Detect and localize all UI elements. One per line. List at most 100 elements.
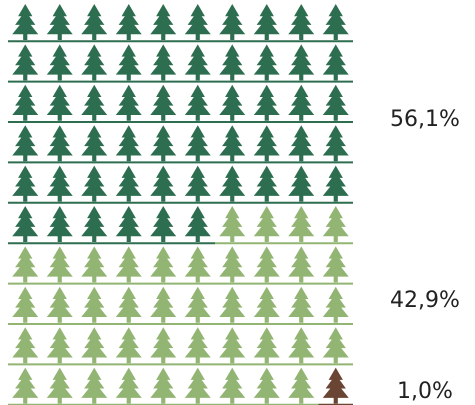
tree-icon <box>219 4 245 40</box>
tree-icon <box>47 287 73 323</box>
tree-icon <box>150 166 176 202</box>
tree-icon <box>323 287 349 323</box>
tree-icon <box>12 368 38 404</box>
tree-icon <box>323 206 349 242</box>
tree-icon <box>219 327 245 363</box>
tree-icon <box>116 125 142 161</box>
tree-icon <box>323 125 349 161</box>
tree-icon <box>150 44 176 80</box>
tree-icon <box>219 206 245 242</box>
tree-icon <box>81 125 107 161</box>
tree-icon <box>12 246 38 282</box>
tree-icon <box>323 166 349 202</box>
tree-icon <box>185 246 211 282</box>
tree-icon <box>288 125 314 161</box>
tree-icon <box>81 4 107 40</box>
tree-icon <box>185 44 211 80</box>
tree-icon <box>254 287 280 323</box>
tree-icon <box>185 368 211 404</box>
tree-icon <box>47 44 73 80</box>
tree-icon <box>47 327 73 363</box>
tree-icon <box>323 327 349 363</box>
tree-icon <box>47 125 73 161</box>
tree-icon <box>150 287 176 323</box>
tree-icon <box>219 368 245 404</box>
tree-icon <box>254 327 280 363</box>
tree-icon <box>12 327 38 363</box>
tree-icon <box>116 327 142 363</box>
tree-icon <box>254 368 280 404</box>
tree-icon <box>323 44 349 80</box>
tree-icon <box>288 44 314 80</box>
tree-icon <box>219 246 245 282</box>
tree-icon <box>81 85 107 121</box>
tree-icon <box>150 125 176 161</box>
tree-icon <box>116 85 142 121</box>
tree-icon <box>185 125 211 161</box>
tree-icon <box>288 246 314 282</box>
tree-icon <box>219 166 245 202</box>
tree-icon <box>323 246 349 282</box>
tree-icon <box>288 287 314 323</box>
tree-icon <box>116 166 142 202</box>
tree-icon <box>254 206 280 242</box>
tree-icon <box>47 4 73 40</box>
tree-icon <box>219 287 245 323</box>
tree-icon <box>12 125 38 161</box>
tree-icon <box>185 206 211 242</box>
tree-icon <box>116 287 142 323</box>
tree-icon <box>254 246 280 282</box>
tree-icon <box>150 206 176 242</box>
tree-icon <box>288 368 314 404</box>
tree-icon <box>219 85 245 121</box>
tree-icon <box>288 206 314 242</box>
tree-icon <box>12 287 38 323</box>
tree-icon <box>185 85 211 121</box>
tree-icon <box>185 287 211 323</box>
tree-icon <box>12 206 38 242</box>
tree-icon <box>47 206 73 242</box>
tree-icon <box>47 166 73 202</box>
tree-icon <box>81 166 107 202</box>
tree-icon <box>219 125 245 161</box>
tree-icon <box>81 206 107 242</box>
label-dark-green: 56,1% <box>390 107 460 132</box>
percentage-labels: 56,1% 42,9% 1,0% <box>390 107 460 404</box>
tree-icon <box>185 327 211 363</box>
tree-icon <box>219 44 245 80</box>
tree-icon <box>81 368 107 404</box>
label-brown: 1,0% <box>397 379 453 404</box>
tree-icon <box>185 4 211 40</box>
tree-icon <box>323 85 349 121</box>
tree-icon <box>150 85 176 121</box>
tree-icon <box>150 368 176 404</box>
tree-icon <box>254 85 280 121</box>
tree-icon <box>116 4 142 40</box>
tree-icon <box>47 85 73 121</box>
tree-icon <box>12 166 38 202</box>
label-light-green: 42,9% <box>390 288 460 313</box>
tree-icon <box>254 166 280 202</box>
tree-icon <box>116 368 142 404</box>
tree-icon <box>150 327 176 363</box>
tree-icon <box>254 4 280 40</box>
tree-icon <box>185 166 211 202</box>
tree-icon <box>81 287 107 323</box>
tree-icon <box>116 44 142 80</box>
tree-icon <box>81 327 107 363</box>
tree-icon <box>47 246 73 282</box>
tree-icon <box>150 246 176 282</box>
tree-icon <box>116 246 142 282</box>
tree-icon <box>288 4 314 40</box>
tree-icon <box>47 368 73 404</box>
tree-icon <box>150 4 176 40</box>
tree-icon <box>12 44 38 80</box>
tree-icon <box>288 166 314 202</box>
tree-icon <box>81 246 107 282</box>
tree-icon <box>254 44 280 80</box>
tree-icon <box>254 125 280 161</box>
tree-icon <box>323 368 349 404</box>
tree-icon <box>288 85 314 121</box>
tree-icon <box>116 206 142 242</box>
